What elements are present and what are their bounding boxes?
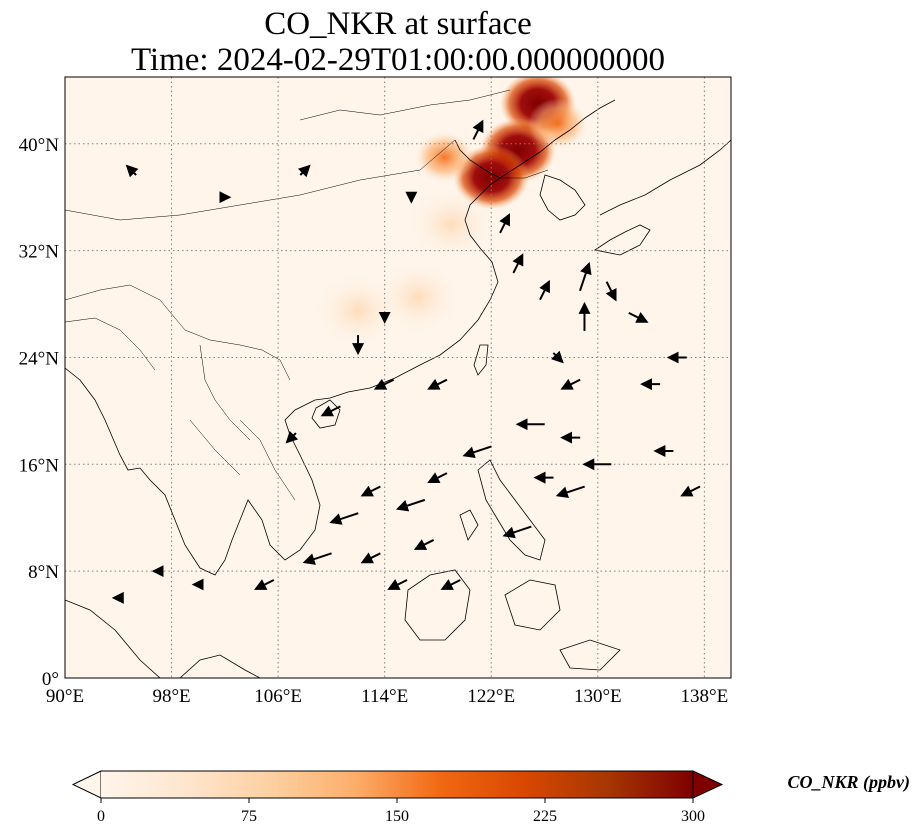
wind-arrow	[125, 164, 139, 178]
map-background	[65, 77, 731, 678]
y-tick-label: 32°N	[19, 242, 60, 263]
wind-arrow	[427, 472, 448, 484]
title-line-1: CO_NKR at surface	[264, 6, 532, 42]
wind-arrow	[360, 485, 381, 497]
wind-arrow	[320, 405, 341, 417]
y-tick-label: 40°N	[19, 135, 60, 156]
wind-arrow	[539, 279, 550, 301]
x-tick-label: 114°E	[361, 686, 408, 707]
x-tick-label: 138°E	[681, 686, 729, 707]
wind-arrow	[302, 552, 332, 565]
colorbar-tick-label: 300	[681, 808, 705, 825]
concentration-hotspot	[406, 185, 497, 263]
wind-arrow	[680, 485, 701, 497]
y-tick-label: 16°N	[19, 455, 60, 476]
colorbar: 0 75 150 225 300 CO_NKR (ppbv)	[71, 770, 911, 825]
y-tick-label: 8°N	[28, 562, 59, 583]
x-tick-label: 122°E	[467, 686, 515, 707]
wind-arrow	[502, 525, 532, 539]
colorbar-tick-label: 150	[385, 808, 409, 825]
wind-arrow	[297, 164, 311, 178]
wind-vectors	[111, 119, 701, 604]
wind-arrow	[285, 430, 299, 444]
colorbar-tick-label: 75	[241, 808, 257, 825]
wind-arrow	[413, 539, 435, 550]
x-tick-label: 98°E	[152, 686, 190, 707]
wind-arrow	[551, 350, 564, 364]
wind-arrow	[472, 119, 484, 140]
gridlines	[65, 77, 731, 678]
colorbar-label: CO_NKR (ppbv)	[788, 772, 911, 793]
country-borders	[65, 89, 549, 501]
wind-arrow	[499, 213, 510, 234]
wind-arrow	[560, 378, 581, 390]
wind-arrow	[254, 579, 275, 590]
wind-arrow	[440, 579, 461, 590]
wind-arrow	[395, 498, 426, 512]
colorbar-ticks: 0 75 150 225 300	[97, 798, 705, 825]
title-line-2: Time: 2024-02-29T01:00:00.000000000	[131, 42, 665, 78]
x-tick-label: 90°E	[46, 686, 84, 707]
colorbar-tick-label: 225	[533, 808, 557, 825]
wind-arrow	[360, 552, 381, 564]
wind-arrow	[579, 261, 592, 292]
y-axis: 0° 8°N 16°N 24°N 32°N 40°N	[19, 135, 60, 690]
wind-arrow	[628, 312, 649, 323]
wind-arrow	[427, 378, 448, 390]
colorbar-extend-low	[71, 770, 102, 799]
concentration-hotspot	[313, 272, 404, 349]
x-tick-label: 130°E	[574, 686, 622, 707]
y-tick-label: 0°	[42, 669, 59, 690]
wind-arrow	[555, 485, 585, 499]
wind-arrow	[462, 445, 492, 458]
wind-arrow	[373, 378, 395, 390]
colorbar-tick-label: 0	[97, 808, 105, 825]
concentration-hotspot	[527, 98, 588, 150]
wind-arrow	[605, 281, 617, 302]
x-tick-label: 106°E	[254, 686, 302, 707]
colorbar-extend-high	[692, 770, 724, 799]
wind-arrow	[512, 253, 524, 274]
x-axis: 90°E 98°E 106°E 114°E 122°E 130°E 138°E	[46, 686, 728, 707]
concentration-hotspot	[414, 131, 475, 183]
colorbar-bar	[101, 771, 693, 798]
concentration-field	[313, 77, 588, 349]
map-area	[64, 76, 732, 679]
wind-arrow	[387, 579, 408, 590]
map-frame	[64, 76, 732, 679]
wind-arrow	[329, 512, 359, 525]
y-tick-label: 24°N	[19, 348, 60, 369]
